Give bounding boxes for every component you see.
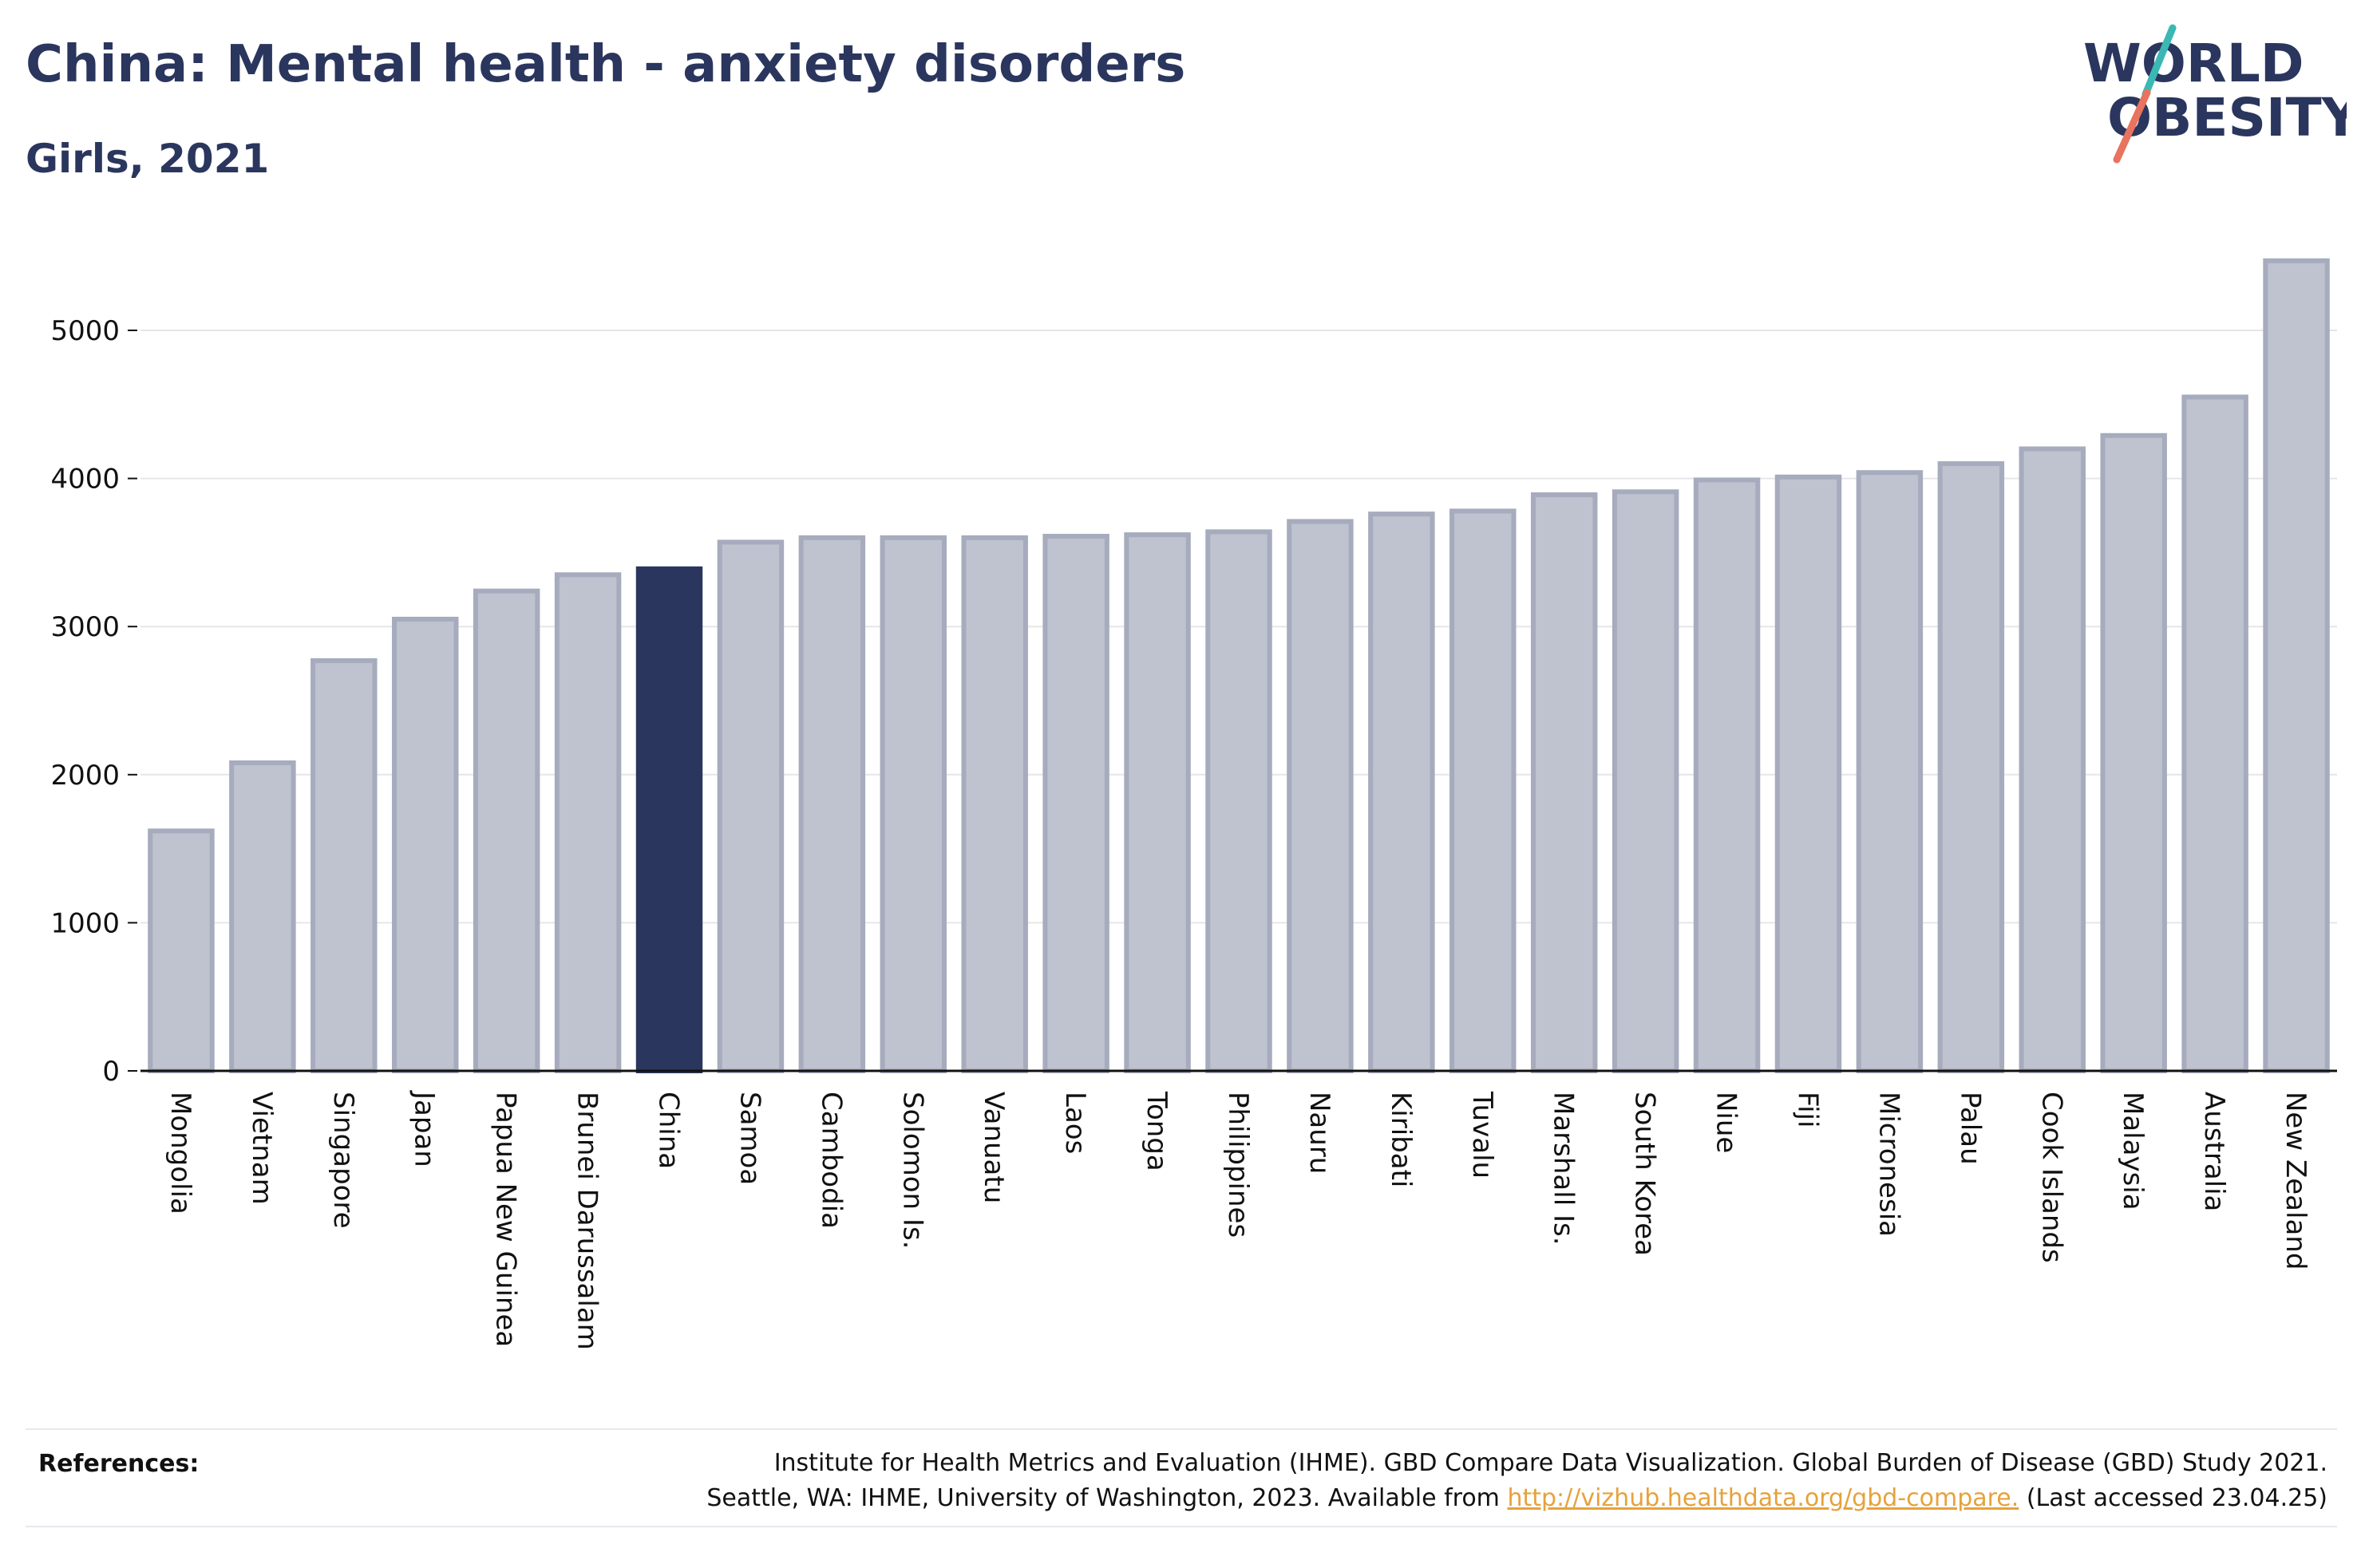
bar-new-zealand <box>2263 258 2330 1073</box>
bar-papua-new-guinea <box>473 588 540 1073</box>
world-obesity-logo: WORLD OBESITY <box>2083 24 2347 164</box>
bar-nauru <box>1287 519 1354 1073</box>
references-link[interactable]: http://vizhub.healthdata.org/gbd-compare… <box>1507 1484 2019 1512</box>
x-tick-label: Solomon Is. <box>896 1092 928 1249</box>
axes: 0 1000 2000 3000 4000 5000 Mongolia Vietnam Sing… <box>50 315 2337 1350</box>
y-tick-label: 5000 <box>50 315 120 347</box>
bar-japan <box>392 616 459 1073</box>
bar-brunei-darussalam <box>554 572 622 1073</box>
bar-laos <box>1042 533 1109 1073</box>
bar-niue <box>1693 477 1761 1073</box>
x-tick-label: Cook Islands <box>2035 1092 2067 1263</box>
bar-micronesia <box>1856 470 1924 1073</box>
bar-mongolia <box>148 828 215 1073</box>
logo-slash-teal <box>2142 24 2177 98</box>
y-tick-label: 1000 <box>50 907 120 939</box>
bar-palau <box>1937 461 2005 1073</box>
x-tick-label: Vanuatu <box>978 1092 1010 1203</box>
x-tick-label: China <box>653 1092 685 1169</box>
x-tick-label: Palau <box>1954 1092 1986 1165</box>
x-tick-label: Micronesia <box>1873 1092 1904 1237</box>
y-tick-label: 0 <box>102 1056 120 1088</box>
bar-china <box>635 566 703 1073</box>
bar-philippines <box>1205 529 1272 1073</box>
x-tick-label: South Korea <box>1629 1092 1661 1256</box>
x-tick-label: Brunei Darussalam <box>571 1092 603 1350</box>
bar-vietnam <box>229 760 296 1074</box>
bar-australia <box>2181 394 2248 1073</box>
x-tick-label: Malaysia <box>2117 1092 2149 1211</box>
x-tick-label: Cambodia <box>815 1092 847 1229</box>
x-tick-label: Fiji <box>1791 1092 1823 1128</box>
y-tick-label: 2000 <box>50 760 120 792</box>
bar-marshall-is- <box>1530 492 1598 1073</box>
bar-singapore <box>310 658 378 1073</box>
logo-text-world: WORLD <box>2083 33 2304 94</box>
references-line-2-prefix: Seattle, WA: IHME, University of Washing… <box>706 1484 1508 1512</box>
chart-title: China: Mental health - anxiety disorders <box>26 35 1186 94</box>
bar-cambodia <box>798 535 866 1073</box>
bars <box>148 258 2330 1074</box>
bar-samoa <box>717 539 785 1073</box>
x-tick-label: Kiribati <box>1385 1092 1417 1187</box>
bar-malaysia <box>2100 432 2167 1073</box>
references-label: References: <box>38 1450 200 1478</box>
references-divider-top <box>26 1428 2337 1430</box>
x-tick-label: Vietnam <box>246 1092 278 1205</box>
x-tick-label: Mongolia <box>164 1092 196 1215</box>
references-divider-bottom <box>26 1526 2337 1527</box>
references-line-2-suffix: (Last accessed 23.04.25) <box>2019 1484 2327 1512</box>
y-tick-label: 4000 <box>50 464 120 496</box>
bar-cook-islands <box>2019 446 2086 1073</box>
x-tick-label: Samoa <box>734 1092 765 1185</box>
bar-tonga <box>1124 532 1191 1073</box>
x-tick-label: Singapore <box>327 1092 359 1229</box>
bar-vanuatu <box>961 535 1028 1073</box>
references-line-2: Seattle, WA: IHME, University of Washing… <box>332 1481 2327 1516</box>
references-line-1: Institute for Health Metrics and Evaluat… <box>773 1449 2327 1477</box>
x-tick-label: Marshall Is. <box>1548 1092 1580 1246</box>
bar-kiribati <box>1368 511 1435 1073</box>
x-tick-label: Nauru <box>1303 1092 1335 1174</box>
x-tick-label: Tuvalu <box>1466 1091 1498 1179</box>
x-tick-label: Tonga <box>1141 1091 1173 1171</box>
bar-tuvalu <box>1449 508 1517 1073</box>
x-tick-label: Laos <box>1059 1092 1091 1154</box>
bar-fiji <box>1774 474 1842 1073</box>
x-tick-label: New Zealand <box>2280 1092 2312 1270</box>
references-text: Institute for Health Metrics and Evaluat… <box>332 1446 2327 1516</box>
bar-chart: 0 1000 2000 3000 4000 5000 Mongolia Vietnam Sing… <box>50 258 2337 1350</box>
x-tick-label: Philippines <box>1222 1092 1254 1238</box>
chart-subtitle: Girls, 2021 <box>26 136 270 182</box>
logo-slash-coral <box>2113 89 2151 164</box>
bar-solomon-is- <box>880 535 947 1073</box>
x-tick-label: Niue <box>1710 1092 1742 1153</box>
x-tick-label: Australia <box>2198 1092 2230 1211</box>
x-tick-label: Papua New Guinea <box>490 1092 522 1347</box>
bar-south-korea <box>1612 489 1679 1073</box>
x-tick-label: Japan <box>409 1090 441 1167</box>
y-tick-label: 3000 <box>50 611 120 643</box>
